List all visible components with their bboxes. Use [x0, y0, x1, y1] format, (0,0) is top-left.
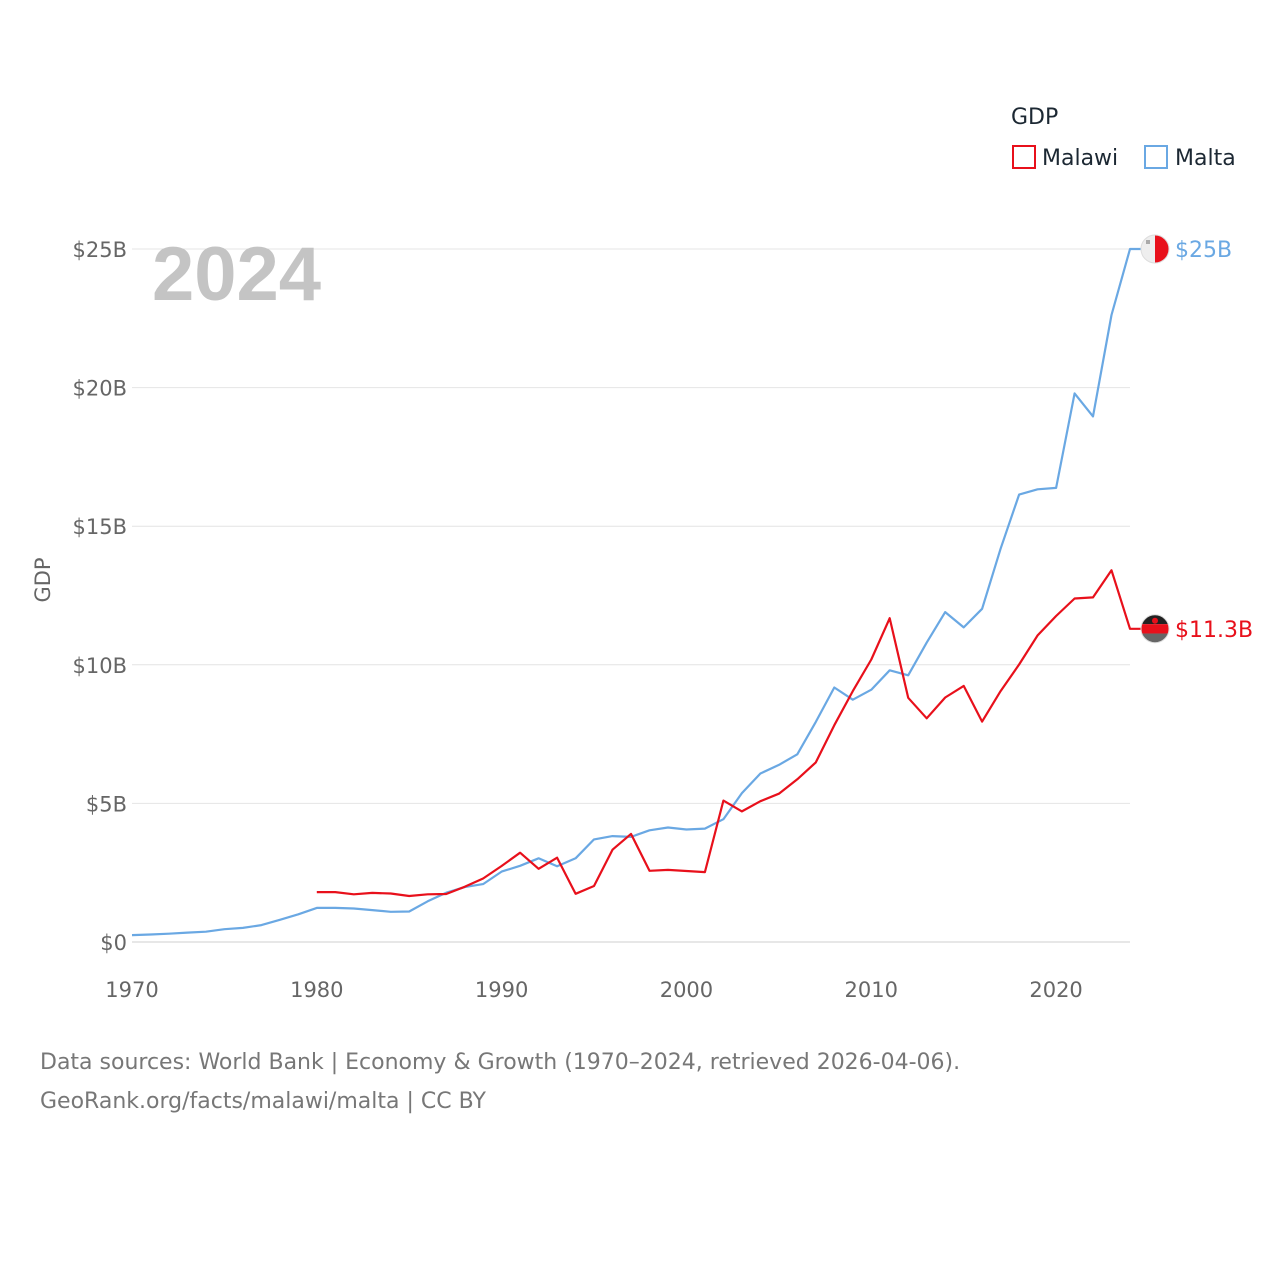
x-tick-label: 1980 — [290, 978, 343, 1002]
y-tick-label: $0 — [100, 931, 127, 955]
x-tick-label: 2000 — [660, 978, 713, 1002]
x-tick-label: 2020 — [1029, 978, 1082, 1002]
footer: Data sources: World Bank | Economy & Gro… — [40, 1043, 960, 1121]
malawi-flag-icon — [1140, 614, 1170, 644]
current-year-label: 2024 — [152, 232, 321, 317]
y-tick-label: $10B — [73, 654, 128, 678]
legend-item-malta[interactable]: Malta — [1144, 145, 1236, 171]
legend-item-malawi[interactable]: Malawi — [1012, 145, 1118, 171]
legend-label-malta: Malta — [1175, 146, 1236, 171]
data-sources-note: Data sources: World Bank | Economy & Gro… — [40, 1050, 961, 1075]
malta-flag-icon — [1140, 234, 1170, 264]
series-end-markers: $25B $11.3B — [1140, 234, 1253, 644]
legend-swatch-malawi — [1012, 145, 1036, 169]
y-tick-label: $5B — [86, 792, 127, 816]
legend-label-malawi: Malawi — [1042, 146, 1118, 171]
series-lines — [131, 247, 1155, 937]
y-axis-label: GDP — [31, 557, 55, 602]
source-credit: GeoRank.org/facts/malawi/malta | CC BY — [40, 1089, 486, 1114]
x-tick-label: 1990 — [475, 978, 528, 1002]
x-axis-ticks: 1970 1980 1990 2000 2010 2020 — [105, 978, 1083, 1002]
legend-swatch-malta — [1144, 145, 1168, 169]
legend: GDP Malawi Malta — [1011, 105, 1236, 171]
series-line-malta[interactable] — [131, 247, 1155, 937]
y-tick-label: $15B — [73, 515, 128, 539]
gdp-line-chart: $0 $5B $10B $15B $20B $25B 1970 1980 1990 2000 20… — [31, 105, 1253, 1002]
x-tick-label: 2010 — [845, 978, 898, 1002]
y-tick-label: $20B — [73, 377, 128, 401]
gridlines — [132, 248, 1130, 943]
x-tick-label: 1970 — [105, 978, 158, 1002]
y-tick-label: $25B — [73, 238, 128, 262]
end-value-label-malawi: $11.3B — [1175, 618, 1253, 643]
legend-title: GDP — [1011, 105, 1058, 130]
end-value-label-malta: $25B — [1175, 238, 1232, 263]
y-axis-ticks: $0 $5B $10B $15B $20B $25B — [73, 238, 128, 955]
series-line-malawi[interactable] — [316, 569, 1155, 898]
